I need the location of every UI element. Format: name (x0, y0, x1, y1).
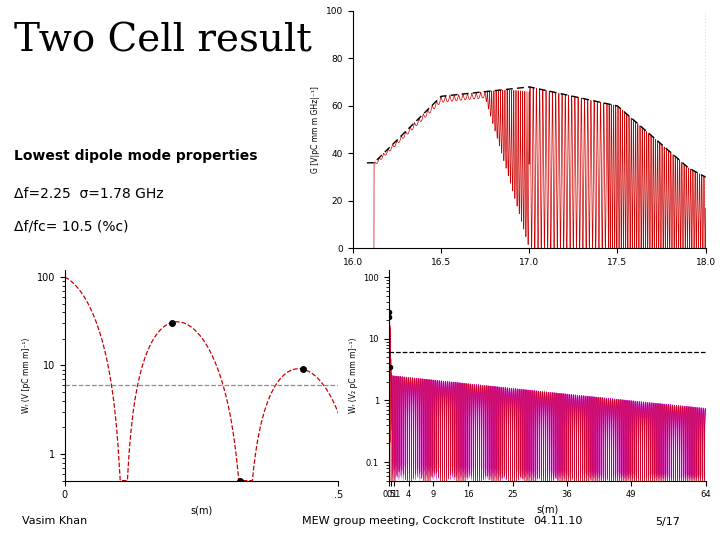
Y-axis label: G [V|pC mm m GHz|⁻¹]: G [V|pC mm m GHz|⁻¹] (311, 86, 320, 173)
X-axis label: s(m): s(m) (191, 506, 212, 516)
X-axis label: ω/2π (GHz): ω/2π (GHz) (504, 273, 554, 282)
Text: Two Cell result: Two Cell result (14, 23, 312, 60)
Text: Δf=2.25  σ=1.78 GHz: Δf=2.25 σ=1.78 GHz (14, 187, 163, 201)
Text: Vasim Khan: Vasim Khan (22, 516, 87, 526)
Text: Lowest dipole mode properties: Lowest dipole mode properties (14, 148, 257, 163)
Text: 04.11.10: 04.11.10 (533, 516, 582, 526)
Text: MEW group meeting, Cockcroft Institute: MEW group meeting, Cockcroft Institute (302, 516, 525, 526)
Text: 5/17: 5/17 (655, 516, 680, 526)
Y-axis label: Wᵣ (V₂ pC mm m]⁻¹): Wᵣ (V₂ pC mm m]⁻¹) (348, 338, 358, 413)
X-axis label: s(m): s(m) (536, 505, 558, 515)
Y-axis label: Wᵣ (V [pC mm m]⁻¹): Wᵣ (V [pC mm m]⁻¹) (22, 338, 31, 413)
Text: Δf/fᴄ= 10.5 (%c): Δf/fᴄ= 10.5 (%c) (14, 220, 128, 234)
